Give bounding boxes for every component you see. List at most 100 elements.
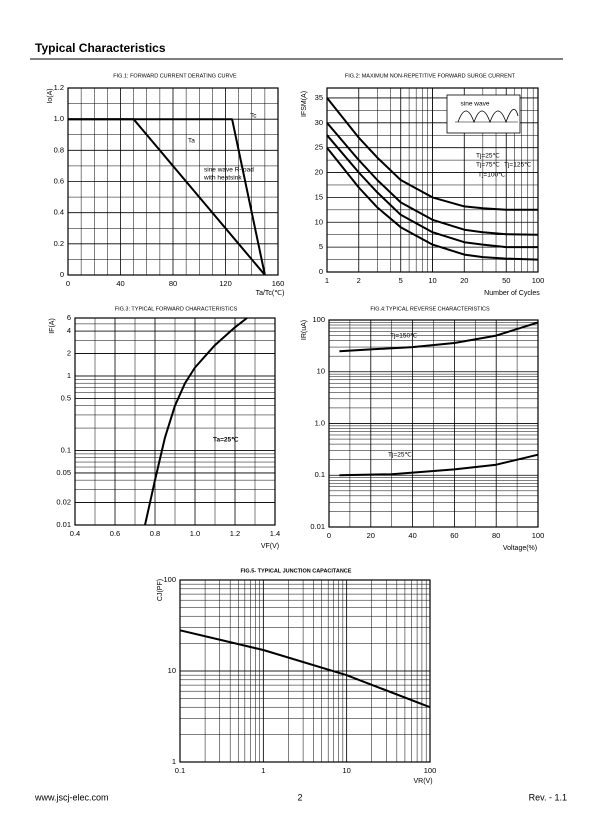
y-tick-label: 1 [67,371,71,380]
x-axis-label: VR(V) [413,778,432,785]
x-tick-label: 1 [261,766,265,775]
x-axis-label: Number of Cycles [484,290,540,297]
chart-title: FIG.3: TYPICAL FORWARD CHARACTERISTICS [115,306,238,312]
curve [339,453,539,477]
y-tick-label: 0.02 [56,498,71,507]
y-axis-label: IF(A) [49,318,56,334]
y-axis-label: IFSM(A) [301,91,308,117]
y-tick-label: 15 [315,192,323,201]
x-tick-label: 100 [532,531,545,540]
y-tick-label: 0.4 [54,208,64,217]
y-tick-label: 5 [319,242,323,251]
y-tick-label: 1 [172,757,176,766]
y-tick-label: 0.8 [54,145,64,154]
curve-label: Tj=100℃ [478,172,506,179]
y-tick-label: 25 [315,143,323,152]
x-tick-label: 0 [327,531,331,540]
y-tick-label: 0.05 [56,468,71,477]
x-tick-label: 0.4 [70,529,80,538]
x-tick-label: 160 [272,279,285,288]
chart: 0.4 0.6 0.8 1.0 1.2 1.4 0.01 0.02 0.05 0.1 0.5 1 2 4 6… [49,306,280,549]
curve-label: Tj=75℃ [476,162,500,169]
y-tick-label: 0.6 [54,176,64,185]
x-tick-label: 20 [367,531,375,540]
x-tick-label: 1 [325,276,329,285]
plot-frame [326,87,539,273]
x-tick-label: 80 [492,531,500,540]
y-tick-label: 30 [315,118,323,127]
curve [326,147,539,261]
x-axis-label: Voltage(%) [503,545,537,552]
annotation: sine wave R-load [204,167,254,174]
y-tick-label: 10 [168,666,176,675]
chart-title: FIG.4:TYPICAL REVERSE CHARACTERISTICS [370,306,490,312]
y-tick-label: 0.01 [310,522,325,531]
y-axis-label: IR(uA) [301,320,308,340]
x-tick-label: 20 [460,276,468,285]
chart: 0 40 80 120 160 0 0.2 0.4 0.6 0.8 1.0 1.2 FIG.1: FOR… [47,73,285,296]
x-tick-label: 50 [502,276,510,285]
y-tick-label: 4 [67,326,71,335]
curve [326,97,538,211]
y-tick-label: 0 [60,270,64,279]
x-tick-label: 80 [169,279,177,288]
y-tick-label: 100 [312,315,325,324]
chart-title: FIG.2: MAXIMUM NON-REPETITIVE FORWARD SU… [345,73,516,79]
x-tick-label: 1.0 [190,529,200,538]
plot-frame [179,579,431,763]
curve [326,134,538,249]
curve-label: Tj=150℃ [390,333,418,340]
y-axis-label: Io(A) [47,88,54,103]
curve [339,321,539,353]
footer-page: 2 [297,792,302,802]
x-tick-label: 10 [342,766,350,775]
footer-website: www.jscj-elec.com [34,792,109,802]
chart-title: FIG.1: FORWARD CURRENT DERATING CURVE [113,73,237,79]
plot-frame [74,317,276,526]
y-tick-label: 0.2 [54,239,64,248]
y-tick-label: 0.01 [56,520,71,529]
footer-revision: Rev. - 1.1 [529,792,567,802]
x-tick-label: 100 [532,276,545,285]
annotation: sine wave [461,101,490,108]
y-tick-label: 10 [317,367,325,376]
y-tick-label: 0.1 [61,445,71,454]
curve-label: Ta [188,138,195,145]
x-tick-label: 1.2 [230,529,240,538]
curve-label: Ta=25℃ [213,436,239,444]
x-tick-label: 1.4 [270,529,280,538]
x-axis-label: VF(V) [261,543,279,550]
chart: 0 20 40 60 80 100 0.01 0.1 1.0 10 100 FIG.4:TYPICAL… [301,306,544,551]
y-tick-label: 100 [163,575,176,584]
x-tick-label: 0.6 [110,529,120,538]
curve [144,317,248,526]
inset-frame [446,94,521,134]
y-tick-label: 6 [67,313,71,322]
y-tick-label: 20 [315,168,323,177]
x-tick-label: 2 [357,276,361,285]
y-tick-label: 35 [315,93,323,102]
plot-frame [328,319,539,528]
curve-label: Tc [250,113,257,120]
y-tick-label: 0.5 [61,393,71,402]
x-tick-label: 0.1 [175,766,185,775]
x-tick-label: 5 [399,276,403,285]
curve [68,118,266,276]
curve-label: Tj=25℃ [388,452,412,459]
x-tick-label: 10 [428,276,436,285]
x-tick-label: 0 [66,279,70,288]
x-tick-label: 0.8 [150,529,160,538]
y-tick-label: 1.0 [54,114,64,123]
curve [179,629,431,709]
y-tick-label: 10 [315,217,323,226]
x-tick-label: 40 [408,531,416,540]
x-axis-label: Ta/Tc(℃) [256,290,285,297]
plot-frame [67,87,279,276]
y-tick-label: 0 [319,267,323,276]
y-axis-label: CJ(PF) [157,579,164,601]
y-tick-label: 1.2 [54,83,64,92]
